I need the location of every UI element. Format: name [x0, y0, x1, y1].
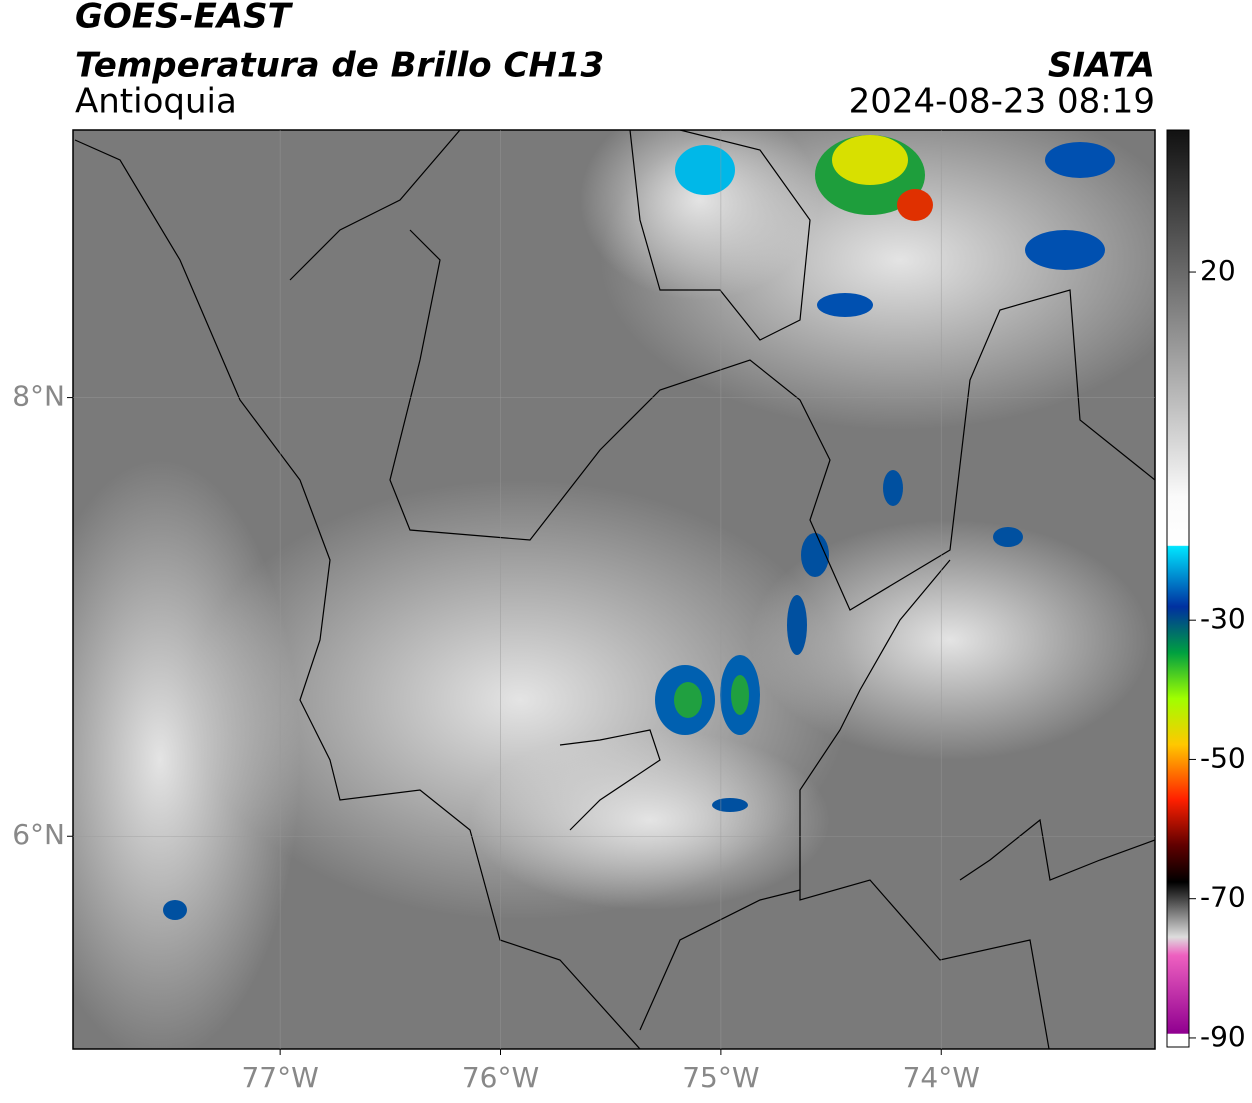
- source: SIATA: [1048, 46, 1155, 86]
- x-tick-label: 74°W: [903, 1061, 980, 1094]
- colorbar-tick-label: -30: [1200, 602, 1246, 635]
- x-tick-label: 77°W: [241, 1061, 318, 1094]
- x-tick-label: 75°W: [682, 1061, 759, 1094]
- colorbar-tick-label: -70: [1200, 881, 1246, 914]
- map-image: [73, 130, 1155, 1049]
- colorbar-tick-label: -90: [1200, 1020, 1246, 1053]
- datetime: 2024-08-23 08:19: [849, 82, 1155, 122]
- colorbar-tick-label: -50: [1200, 741, 1246, 774]
- region: Antioquia: [75, 82, 237, 122]
- x-tick-label: 76°W: [462, 1061, 539, 1094]
- map-frame: [72, 129, 1156, 1050]
- colorbar-tick-label: 20: [1200, 254, 1236, 287]
- y-tick-label: 6°N: [12, 818, 65, 851]
- subtitle: Temperatura de Brillo CH13: [75, 46, 604, 86]
- y-tick-label: 8°N: [12, 380, 65, 413]
- colorbar: [1166, 129, 1190, 1048]
- title: GOES-EAST: [75, 0, 294, 37]
